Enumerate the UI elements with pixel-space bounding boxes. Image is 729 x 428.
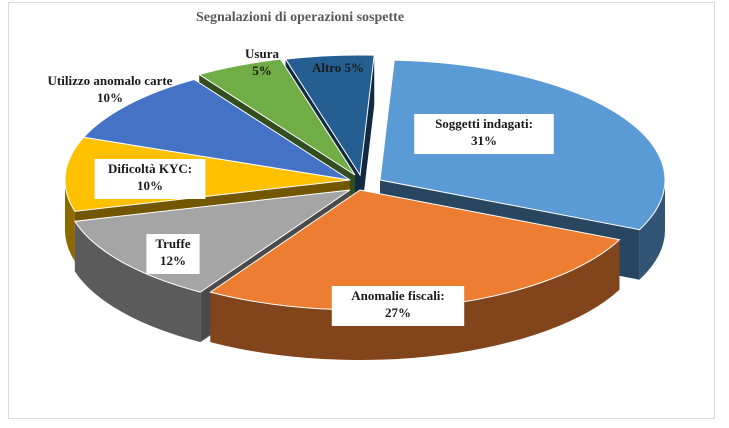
pie-slice-6 — [198, 58, 356, 176]
pie-slice-5 — [82, 78, 351, 181]
data-label-2: Anomalie fiscali: 27% — [331, 286, 465, 326]
data-label-4: Dificoltà KYC: 10% — [94, 159, 206, 199]
slice-side-1 — [639, 180, 665, 280]
label-box — [94, 159, 206, 199]
label-box — [146, 234, 200, 274]
slice-value: 10% — [97, 90, 123, 105]
slice-side-4 — [65, 180, 75, 262]
slice-label: Dificoltà KYC: — [108, 161, 192, 176]
slice-value: 5% — [252, 63, 272, 78]
slice-cut-7-2 — [360, 55, 375, 226]
slice-label: Anomalie fiscali: — [351, 288, 445, 303]
slice-value: Altro 5% — [312, 60, 364, 75]
pie-slice-7 — [284, 54, 375, 177]
slice-label: Utilizzo anomalo carte — [48, 73, 173, 88]
label-box — [414, 114, 554, 154]
data-label-7: Altro 5% — [312, 60, 364, 75]
slice-value: 27% — [385, 305, 411, 320]
pie-slice-3 — [74, 189, 351, 293]
slice-side-3 — [74, 221, 201, 343]
slice-label: Usura — [245, 46, 279, 61]
label-box — [331, 286, 465, 326]
data-label-6: Usura 5% — [245, 46, 279, 78]
slice-label: Soggetti indagati: — [435, 116, 533, 131]
slice-value: 12% — [160, 253, 186, 268]
data-label-5: Utilizzo anomalo carte 10% — [48, 73, 173, 105]
chart-title: Segnalazioni di operazioni sospette — [195, 10, 405, 25]
slice-value: 10% — [137, 178, 163, 193]
slice-value: 31% — [471, 133, 497, 148]
slice-side-2 — [210, 239, 620, 360]
data-label-3: Truffe 12% — [146, 234, 200, 274]
slice-label: Truffe — [155, 236, 190, 251]
data-label-1: Soggetti indagati: 31% — [414, 114, 554, 154]
